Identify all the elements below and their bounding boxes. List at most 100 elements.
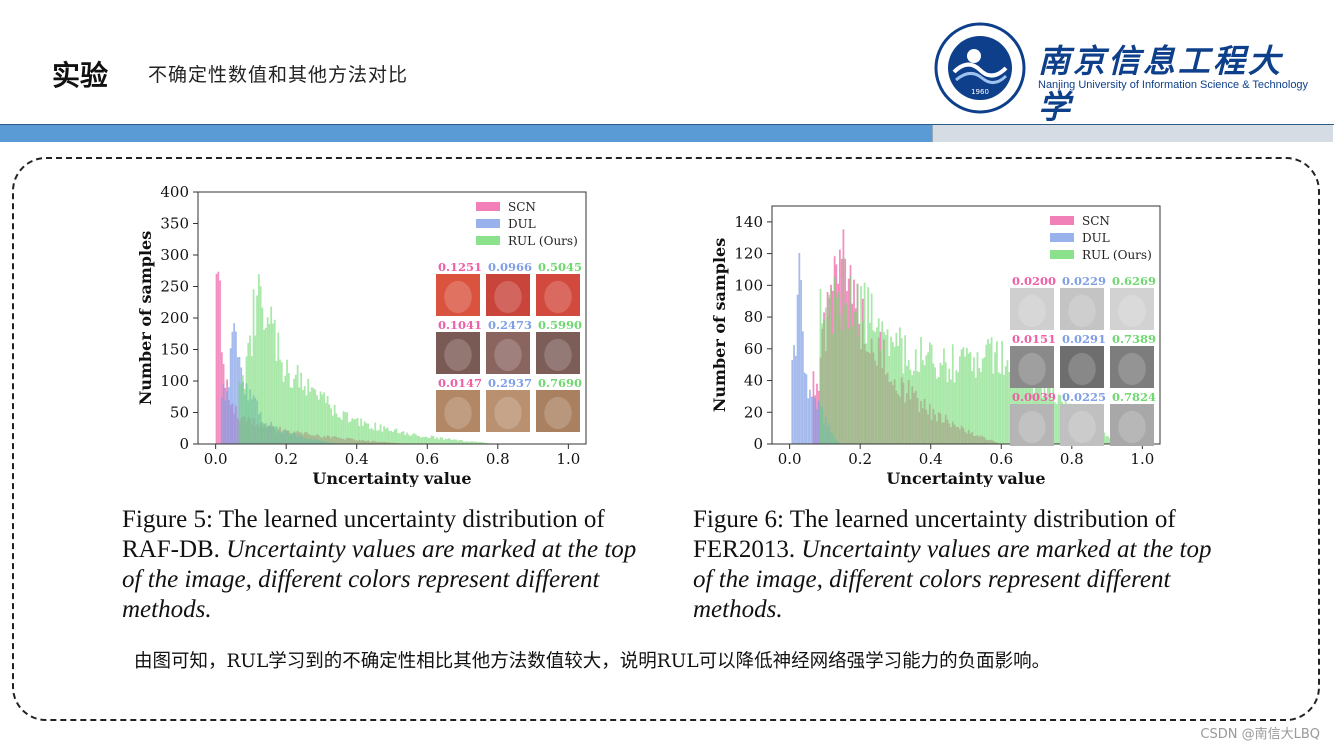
histogram-bar <box>934 367 937 444</box>
histogram-bar <box>443 439 445 444</box>
histogram-bar <box>824 307 827 444</box>
histogram-bar <box>321 394 324 444</box>
histogram-bar <box>347 422 350 444</box>
histogram-bar <box>923 365 926 444</box>
histogram-bar <box>235 331 237 444</box>
face-thumbnail <box>1110 346 1154 388</box>
histogram-bar <box>1054 402 1056 444</box>
histogram-bar <box>481 442 484 444</box>
histogram-bar <box>817 400 820 444</box>
legend-label: SCN <box>1082 214 1110 228</box>
histogram-bar <box>928 342 931 444</box>
histogram-bar <box>421 436 424 444</box>
x-tick-label: 0.0 <box>778 450 802 468</box>
histogram-bar <box>960 349 963 444</box>
histogram-bar <box>944 362 947 444</box>
histogram-bar <box>958 356 961 444</box>
y-tick-label: 200 <box>160 309 189 327</box>
legend-label: SCN <box>508 200 536 214</box>
histogram-bar <box>471 441 474 444</box>
histogram-bar <box>1018 355 1021 444</box>
legend-label: RUL (Ours) <box>1082 248 1152 262</box>
histogram-bar <box>914 349 917 444</box>
histogram-bar <box>268 323 271 444</box>
histogram-bar <box>847 328 850 444</box>
histogram-bar <box>830 288 832 444</box>
histogram-bar <box>254 335 257 444</box>
histogram-bar <box>430 435 433 444</box>
histogram-bar <box>303 386 306 444</box>
uncertainty-value: 0.2937 <box>488 376 532 390</box>
histogram-bar <box>275 361 278 444</box>
histogram-bar <box>349 421 352 444</box>
face-thumbnail <box>436 274 480 316</box>
figure6-caption: Figure 6: The learned uncertainty distri… <box>693 505 1223 625</box>
histogram-bar <box>1008 371 1011 444</box>
histogram-bar <box>298 387 301 444</box>
figure6-caption-text: Figure 6: The learned uncertainty distri… <box>693 506 1176 563</box>
histogram-bar <box>872 330 875 444</box>
histogram-bar <box>941 365 944 444</box>
histogram-bar <box>916 371 919 444</box>
histogram-bar <box>397 433 400 444</box>
histogram-bar <box>995 341 998 444</box>
histogram-bar <box>969 351 972 444</box>
histogram-bar <box>362 425 364 444</box>
legend-label: RUL (Ours) <box>508 234 578 248</box>
histogram-bar <box>444 438 447 444</box>
histogram-bar <box>1004 366 1007 444</box>
histogram-bar <box>874 331 877 444</box>
face-shape <box>1018 352 1046 386</box>
histogram-bar <box>888 355 891 444</box>
histogram-bar <box>416 435 419 444</box>
histogram-bar <box>1107 436 1109 444</box>
series-rul-ours <box>238 274 498 444</box>
face-shape <box>494 396 522 430</box>
histogram-bar <box>393 429 396 444</box>
face-thumbnail <box>1010 288 1054 330</box>
face-shape <box>444 396 472 430</box>
y-tick-label: 100 <box>734 276 763 294</box>
histogram-bar <box>437 439 440 444</box>
histogram-bar <box>920 337 922 444</box>
histogram-bar <box>983 357 986 444</box>
university-name-en: Nanjing University of Information Scienc… <box>1038 79 1309 91</box>
histogram-bar <box>861 321 864 444</box>
face-shape <box>1018 294 1046 328</box>
y-tick-label: 120 <box>734 245 763 263</box>
histogram-bar <box>404 435 407 444</box>
histogram-bar <box>897 346 899 444</box>
histogram-bar <box>902 373 905 444</box>
face-thumbnail <box>1010 346 1054 388</box>
histogram-bar <box>474 441 477 444</box>
histogram-bar <box>884 334 887 444</box>
histogram-bar <box>263 329 266 444</box>
x-tick-label: 0.8 <box>486 450 510 468</box>
uncertainty-value: 0.7824 <box>1112 390 1156 404</box>
histogram-bar <box>994 352 996 444</box>
histogram-bar <box>865 343 868 444</box>
x-tick-label: 0.2 <box>274 450 298 468</box>
histogram-bar <box>925 355 928 444</box>
histogram-bar <box>280 362 283 444</box>
university-logo: 1960 南京信息工程大学 Nanjing University of Info… <box>934 22 1314 126</box>
university-emblem-icon: 1960 <box>934 22 1026 114</box>
histogram-bar <box>335 413 338 444</box>
histogram-bar <box>911 375 914 444</box>
face-shape <box>544 396 572 430</box>
histogram-bar <box>483 442 486 444</box>
legend-swatch <box>476 202 500 211</box>
figure6-caption-italic: Uncertainty values are marked at the top… <box>693 536 1212 623</box>
face-thumbnail <box>536 332 580 374</box>
histogram-bar <box>869 322 871 444</box>
slide-subtitle: 不确定性数值和其他方法对比 <box>148 64 409 86</box>
histogram-bar <box>333 404 336 444</box>
histogram-bar <box>805 374 808 444</box>
uncertainty-value: 0.0966 <box>488 260 532 274</box>
histogram-bar <box>293 378 295 444</box>
histogram-bar <box>828 294 831 444</box>
histogram-bar <box>913 370 915 444</box>
histogram-bar <box>821 323 824 444</box>
histogram-bar <box>860 286 862 444</box>
histogram-bar <box>429 437 431 444</box>
